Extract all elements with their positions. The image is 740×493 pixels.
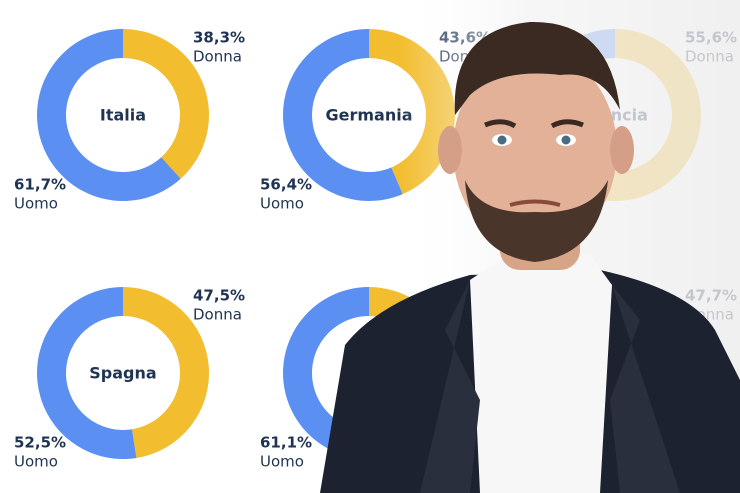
photo-person <box>320 21 740 493</box>
donut-title: Italia <box>100 106 146 125</box>
category-label: Uomo <box>14 195 58 213</box>
category-label: Uomo <box>260 453 304 471</box>
donut-slice <box>123 29 209 179</box>
category-label: Donna <box>193 306 242 324</box>
category-label: Uomo <box>14 453 58 471</box>
donut-slice <box>282 29 403 202</box>
value-label: 61,7% <box>14 176 66 194</box>
donut-slice <box>123 287 210 458</box>
donut-chart: Spagna 47,5%Donna 52,5%Uomo <box>14 287 245 471</box>
donut-chart: Italia 38,3%Donna 61,7%Uomo <box>14 29 245 213</box>
donut-title: Spagna <box>89 364 156 383</box>
donut-slice <box>282 287 425 460</box>
value-label: 38,3% <box>193 29 245 47</box>
value-label: 52,5% <box>14 434 66 452</box>
donut-title: Germania <box>325 106 412 125</box>
donut-slice <box>36 29 181 201</box>
value-label: 56,4% <box>260 176 312 194</box>
value-label: 61,1% <box>260 434 312 452</box>
category-label: Uomo <box>260 195 304 213</box>
donut-slice <box>37 287 137 459</box>
value-label: 47,5% <box>193 287 245 305</box>
category-label: Donna <box>193 48 242 66</box>
